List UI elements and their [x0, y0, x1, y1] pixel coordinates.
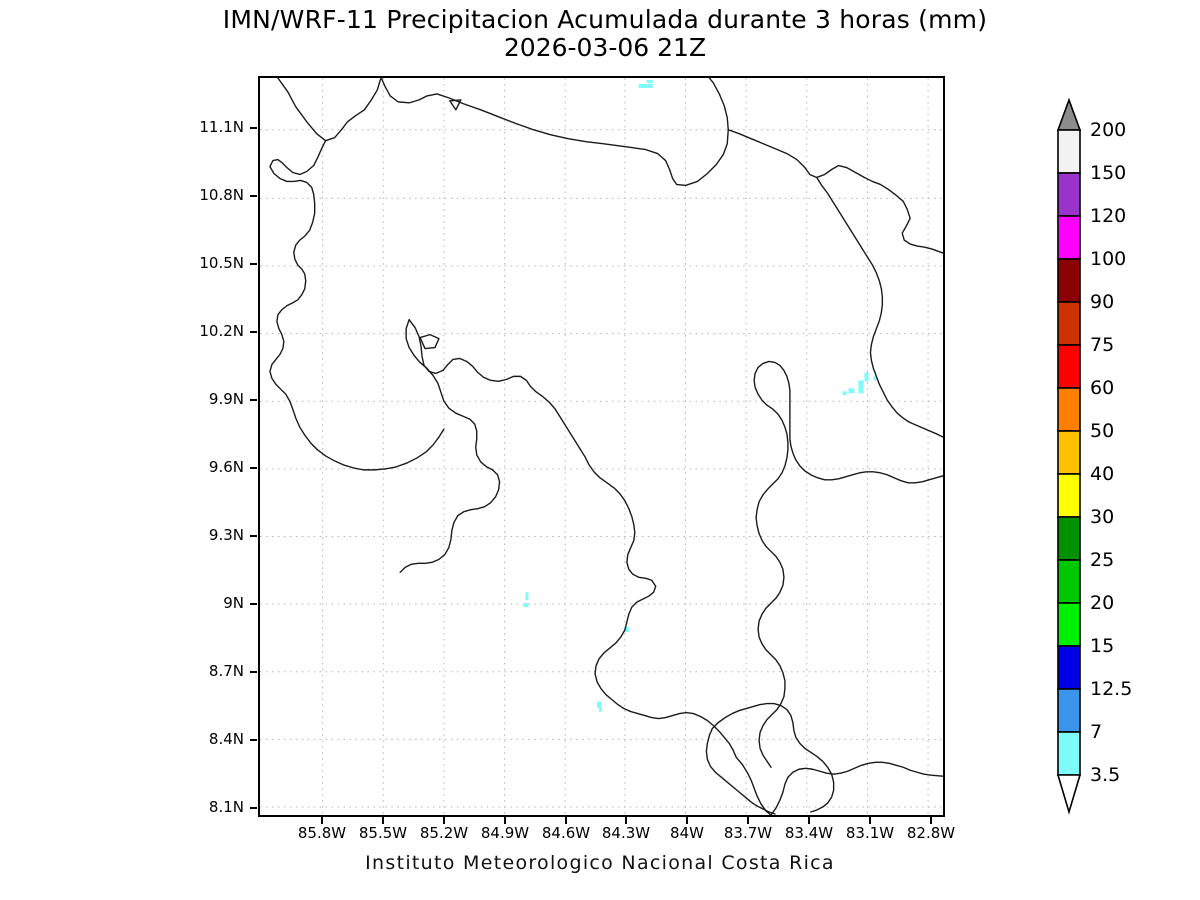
- colorbar-label: 12.5: [1090, 678, 1133, 700]
- y-tick-label: 11.1N: [199, 118, 244, 136]
- colorbar-swatches: [1056, 97, 1082, 815]
- colorbar-label: 200: [1090, 119, 1127, 141]
- colorbar-label: 30: [1090, 506, 1115, 528]
- precipitation-cells: [523, 79, 877, 712]
- title-line-2: 2026-03-06 21Z: [503, 33, 707, 62]
- colorbar-label: 40: [1090, 463, 1115, 485]
- coastline: [269, 78, 943, 815]
- title-line-1: IMN/WRF-11 Precipitacion Acumulada duran…: [222, 5, 988, 34]
- y-tick-label: 8.1N: [208, 798, 244, 816]
- map-plot-area[interactable]: [258, 76, 945, 817]
- colorbar-label: 90: [1090, 291, 1115, 313]
- y-tick-label: 8.7N: [208, 662, 244, 680]
- y-tick-label: 9.9N: [208, 390, 244, 408]
- x-tick-label: 85.2W: [419, 824, 469, 842]
- colorbar-label: 15: [1090, 635, 1115, 657]
- x-tick-label: 83.4W: [784, 824, 834, 842]
- x-tick-label: 85.5W: [358, 824, 408, 842]
- colorbar-label: 150: [1090, 162, 1127, 184]
- y-tick-label: 8.4N: [208, 730, 244, 748]
- x-tick-label: 82.8W: [906, 824, 956, 842]
- grid-lines: [260, 78, 943, 815]
- colorbar-label: 25: [1090, 549, 1115, 571]
- colorbar-label: 3.5: [1090, 764, 1121, 786]
- y-tick-label: 9.6N: [208, 458, 244, 476]
- x-tick-label: 84.3W: [601, 824, 651, 842]
- y-tick-label: 9N: [223, 594, 244, 612]
- x-tick-label: 85.8W: [297, 824, 347, 842]
- y-tick-label: 10.8N: [199, 186, 244, 204]
- footer-credit: Instituto Meteorologico Nacional Costa R…: [365, 852, 835, 874]
- colorbar-label: 50: [1090, 420, 1115, 442]
- colorbar-label: 75: [1090, 334, 1115, 356]
- y-tick-label: 10.5N: [199, 254, 244, 272]
- x-tick-label: 84.6W: [541, 824, 591, 842]
- colorbar-label: 7: [1090, 721, 1103, 743]
- figure-title: IMN/WRF-11 Precipitacion Acumulada duran…: [0, 6, 1200, 62]
- colorbar-label: 100: [1090, 248, 1127, 270]
- colorbar-under-arrow: [1056, 774, 1082, 815]
- colorbar-label: 60: [1090, 377, 1115, 399]
- colorbar[interactable]: [1052, 96, 1098, 816]
- y-tick-label: 10.2N: [199, 322, 244, 340]
- colorbar-over-arrow: [1056, 97, 1082, 131]
- x-tick-label: 83.7W: [723, 824, 773, 842]
- x-tick-label: 83.1W: [845, 824, 895, 842]
- map-canvas: [260, 78, 943, 815]
- colorbar-label: 120: [1090, 205, 1127, 227]
- colorbar-label: 20: [1090, 592, 1115, 614]
- x-tick-label: 84.9W: [480, 824, 530, 842]
- x-tick-label: 84W: [670, 824, 704, 842]
- y-tick-label: 9.3N: [208, 526, 244, 544]
